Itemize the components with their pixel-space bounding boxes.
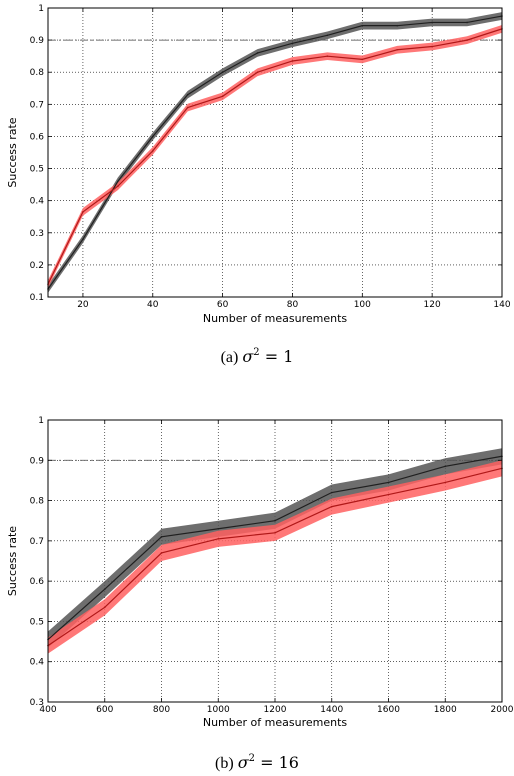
x-tick-label: 20 (77, 300, 89, 310)
figure-caption: (b) σ2 = 16 (215, 753, 299, 772)
data-point (160, 536, 163, 538)
data-point (151, 135, 154, 138)
data-point (291, 42, 294, 45)
data-point (274, 532, 276, 534)
caption-prefix: (a) (221, 349, 243, 366)
plot-frame (47, 7, 503, 298)
y-tick-label: 0.8 (30, 497, 45, 507)
caption-symbol: σ (238, 753, 250, 772)
y-tick-label: 0.4 (30, 197, 45, 207)
caption-symbol: σ (242, 347, 254, 366)
x-tick-label: 1400 (320, 705, 343, 715)
y-tick-label: 0.7 (30, 100, 44, 110)
data-point (160, 552, 163, 554)
x-tick-label: 120 (424, 300, 441, 310)
data-point (103, 588, 106, 590)
x-tick-label: 60 (217, 300, 229, 310)
data-point (326, 34, 329, 37)
y-tick-label: 0.4 (30, 658, 45, 668)
data-point (82, 238, 84, 240)
data-point (361, 24, 364, 27)
data-point (217, 527, 220, 530)
data-point (431, 45, 433, 48)
data-point (326, 55, 329, 57)
chart-panel-2: 400 600 800 1000 1200 1400 1600 1800 2000 0.3 0.4 0… (6, 416, 514, 772)
y-tick-label: 1 (38, 416, 44, 426)
data-point (396, 24, 399, 27)
x-tick-label: 100 (354, 300, 371, 310)
x-tick-label: 140 (493, 300, 510, 310)
x-tick-label: 1600 (377, 705, 400, 715)
caption-exponent: 2 (253, 347, 259, 358)
data-point (186, 106, 189, 109)
data-point (330, 491, 333, 494)
x-tick-label: 1800 (434, 705, 457, 715)
data-point (396, 48, 399, 51)
caption-value: 1 (283, 347, 293, 366)
data-point (444, 465, 447, 468)
y-tick-label: 0.9 (30, 456, 45, 466)
chart-panel-1: 20 40 60 80 100 120 140 0.1 0.2 0.3 0.4 0.5 0.6 0.7 0.… (6, 4, 511, 366)
data-point (151, 150, 154, 152)
x-axis-label: Number of measurements (203, 716, 348, 729)
data-point (117, 185, 119, 188)
data-point (82, 211, 84, 213)
data-point (274, 519, 276, 522)
series-band-1 (48, 12, 502, 293)
caption-value: 16 (279, 753, 299, 772)
data-point (221, 95, 224, 98)
series-band-2 (48, 25, 502, 289)
data-point (117, 180, 119, 183)
caption-exponent: 2 (249, 753, 255, 764)
caption-equals: = (255, 753, 279, 772)
y-tick-label: 0.9 (30, 36, 45, 46)
data-point (256, 71, 259, 74)
data-point (221, 71, 224, 74)
y-tick-label: 0.6 (30, 132, 45, 142)
caption-equals: = (260, 347, 284, 366)
y-tick-label: 0.5 (30, 617, 44, 627)
y-tick-label: 1 (38, 4, 44, 14)
x-tick-label: 40 (147, 300, 159, 310)
data-point (387, 493, 390, 496)
data-point (103, 606, 106, 609)
caption-prefix: (b) (215, 755, 238, 772)
series-line-2 (47, 28, 503, 285)
y-tick-label: 0.8 (30, 68, 45, 78)
data-point (361, 58, 364, 61)
data-point (330, 505, 333, 508)
figure-caption: (a) σ2 = 1 (221, 347, 294, 366)
x-tick-label: 800 (153, 705, 170, 715)
data-point (431, 21, 433, 24)
y-tick-label: 0.7 (30, 537, 44, 547)
x-tick-label: 1200 (264, 705, 287, 715)
x-tick-label: 80 (287, 300, 299, 310)
y-tick-label: 0.2 (30, 261, 44, 271)
x-axis-label: Number of measurements (203, 312, 348, 325)
data-point (291, 60, 294, 62)
x-tick-label: 600 (96, 705, 113, 715)
series-band-1 (48, 448, 502, 648)
x-tick-label: 2000 (491, 705, 514, 715)
data-point (444, 481, 447, 484)
data-point (387, 481, 390, 484)
series-line-2 (47, 467, 503, 647)
data-point (217, 538, 220, 540)
data-point (186, 93, 189, 96)
y-tick-label: 0.5 (30, 165, 44, 175)
y-tick-label: 0.6 (30, 577, 45, 587)
y-axis-label: Success rate (6, 526, 19, 596)
data-point (256, 52, 259, 54)
x-tick-label: 400 (39, 705, 56, 715)
x-tick-label: 1000 (207, 705, 230, 715)
y-tick-label: 0.1 (30, 293, 44, 303)
y-axis-label: Success rate (6, 117, 19, 187)
series-line-1 (47, 15, 503, 290)
y-tick-label: 0.3 (30, 229, 44, 239)
data-point (466, 21, 468, 24)
data-point (466, 39, 468, 41)
y-tick-label: 0.3 (30, 698, 44, 708)
